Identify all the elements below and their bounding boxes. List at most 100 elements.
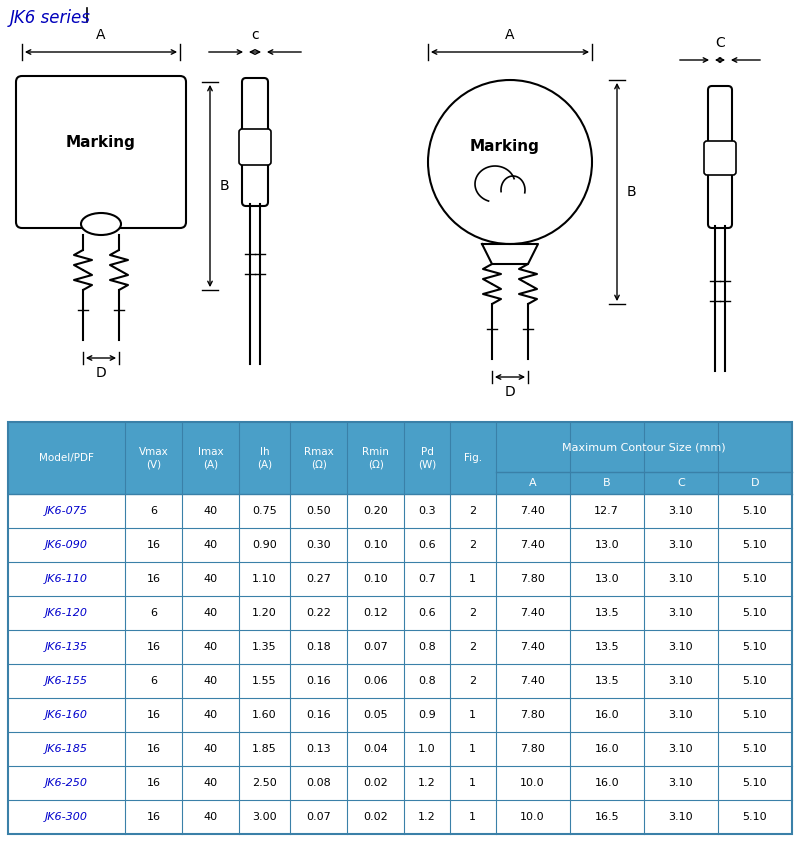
Text: B: B — [220, 179, 230, 193]
Text: 3.10: 3.10 — [669, 778, 693, 788]
Text: 16.0: 16.0 — [594, 778, 619, 788]
Text: 6: 6 — [150, 608, 157, 618]
Bar — [8, 562, 792, 596]
Text: 40: 40 — [203, 642, 218, 652]
Ellipse shape — [81, 213, 121, 235]
Text: 40: 40 — [203, 812, 218, 822]
Text: c: c — [251, 28, 259, 42]
Text: 3.10: 3.10 — [669, 676, 693, 686]
Text: 10.0: 10.0 — [520, 778, 545, 788]
Text: 0.6: 0.6 — [418, 608, 436, 618]
Text: 5.10: 5.10 — [742, 506, 767, 516]
Text: 3.10: 3.10 — [669, 608, 693, 618]
Text: 16: 16 — [146, 642, 160, 652]
Text: 0.10: 0.10 — [363, 540, 388, 550]
Text: 0.27: 0.27 — [306, 574, 331, 584]
Text: D: D — [750, 478, 759, 488]
Text: 16: 16 — [146, 812, 160, 822]
Text: 40: 40 — [203, 744, 218, 754]
Text: 16: 16 — [146, 574, 160, 584]
Text: 0.10: 0.10 — [363, 574, 388, 584]
Text: 5.10: 5.10 — [742, 574, 767, 584]
Text: 7.80: 7.80 — [520, 744, 545, 754]
Bar — [8, 664, 792, 698]
Text: Imax
(A): Imax (A) — [198, 447, 223, 469]
Text: 0.04: 0.04 — [363, 744, 388, 754]
Text: A: A — [96, 28, 106, 42]
Text: 16.5: 16.5 — [594, 812, 619, 822]
Text: 7.40: 7.40 — [520, 608, 545, 618]
Text: JK6-300: JK6-300 — [45, 812, 88, 822]
Text: 6: 6 — [150, 676, 157, 686]
Text: 2: 2 — [469, 642, 476, 652]
Text: 1: 1 — [469, 778, 476, 788]
Text: 2: 2 — [469, 676, 476, 686]
Text: Maximum Contour Size (mm): Maximum Contour Size (mm) — [562, 442, 726, 452]
Text: 13.0: 13.0 — [594, 574, 619, 584]
Text: Pd
(W): Pd (W) — [418, 447, 436, 469]
Text: 1: 1 — [469, 710, 476, 720]
Text: Ih
(A): Ih (A) — [257, 447, 272, 469]
Text: JK6-250: JK6-250 — [45, 778, 88, 788]
Text: 40: 40 — [203, 710, 218, 720]
Text: 0.06: 0.06 — [363, 676, 388, 686]
Bar — [8, 630, 792, 664]
Text: 16: 16 — [146, 744, 160, 754]
Text: 0.02: 0.02 — [363, 812, 388, 822]
Text: D: D — [96, 366, 106, 380]
Text: 7.40: 7.40 — [520, 540, 545, 550]
Text: Marking: Marking — [66, 135, 136, 150]
Text: 0.13: 0.13 — [306, 744, 331, 754]
Bar — [8, 732, 792, 766]
Text: 12.7: 12.7 — [594, 506, 619, 516]
Text: 5.10: 5.10 — [742, 744, 767, 754]
Text: 0.8: 0.8 — [418, 642, 436, 652]
Text: 6: 6 — [150, 506, 157, 516]
Text: 3.10: 3.10 — [669, 506, 693, 516]
Text: Marking: Marking — [470, 140, 540, 154]
Text: 1.60: 1.60 — [252, 710, 277, 720]
Bar — [8, 766, 792, 800]
Text: Fig.: Fig. — [464, 453, 482, 463]
Text: 0.3: 0.3 — [418, 506, 436, 516]
Text: 1.20: 1.20 — [252, 608, 277, 618]
Bar — [8, 528, 792, 562]
Text: C: C — [677, 478, 685, 488]
FancyBboxPatch shape — [704, 141, 736, 175]
Text: 0.30: 0.30 — [306, 540, 331, 550]
Text: B: B — [627, 185, 637, 199]
Text: 0.9: 0.9 — [418, 710, 436, 720]
Text: 13.5: 13.5 — [594, 608, 619, 618]
Bar — [8, 422, 792, 834]
Text: 1.0: 1.0 — [418, 744, 436, 754]
Text: 2: 2 — [469, 608, 476, 618]
Text: 13.5: 13.5 — [594, 676, 619, 686]
Text: 0.8: 0.8 — [418, 676, 436, 686]
Text: 1.2: 1.2 — [418, 778, 436, 788]
Text: JK6-090: JK6-090 — [45, 540, 88, 550]
Text: 5.10: 5.10 — [742, 812, 767, 822]
Text: 0.90: 0.90 — [252, 540, 277, 550]
Text: 2: 2 — [469, 540, 476, 550]
Bar — [8, 494, 792, 528]
Text: B: B — [603, 478, 610, 488]
Text: C: C — [715, 36, 725, 50]
Text: 0.16: 0.16 — [306, 710, 331, 720]
Text: JK6-075: JK6-075 — [45, 506, 88, 516]
Text: 5.10: 5.10 — [742, 642, 767, 652]
Text: 1: 1 — [469, 574, 476, 584]
Text: 3.10: 3.10 — [669, 540, 693, 550]
Text: 1.35: 1.35 — [252, 642, 277, 652]
Text: 13.5: 13.5 — [594, 642, 619, 652]
Text: Model/PDF: Model/PDF — [39, 453, 94, 463]
Text: A: A — [529, 478, 536, 488]
Text: 40: 40 — [203, 540, 218, 550]
Text: 7.80: 7.80 — [520, 710, 545, 720]
Text: 40: 40 — [203, 506, 218, 516]
Text: 0.6: 0.6 — [418, 540, 436, 550]
Text: 0.05: 0.05 — [363, 710, 388, 720]
Text: JK6 series: JK6 series — [10, 9, 91, 27]
Text: Rmax
(Ω): Rmax (Ω) — [304, 447, 334, 469]
Text: JK6-185: JK6-185 — [45, 744, 88, 754]
Text: Rmin
(Ω): Rmin (Ω) — [362, 447, 390, 469]
